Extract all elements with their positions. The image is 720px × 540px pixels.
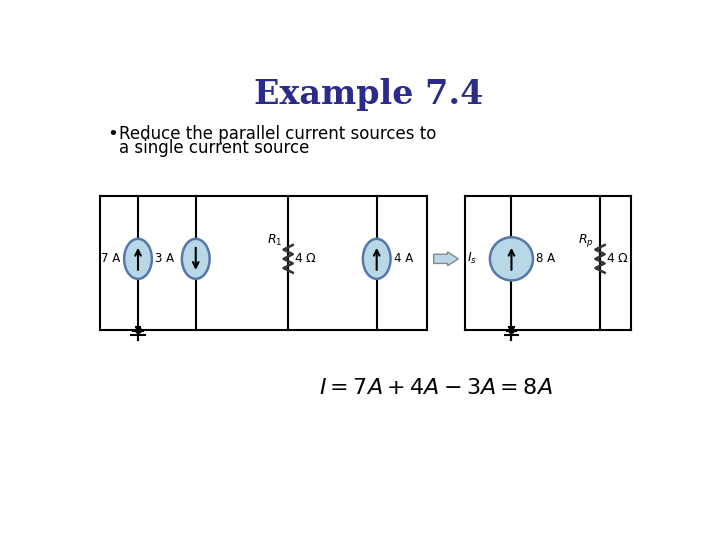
Text: 4 $\Omega$: 4 $\Omega$: [294, 252, 318, 265]
Text: $R_p$: $R_p$: [578, 232, 594, 249]
Text: Example 7.4: Example 7.4: [254, 78, 484, 111]
Text: 7 A: 7 A: [101, 252, 120, 265]
Text: a single current source: a single current source: [119, 139, 309, 157]
Text: 4 A: 4 A: [394, 252, 413, 265]
Text: 4 $\Omega$: 4 $\Omega$: [606, 252, 629, 265]
Ellipse shape: [182, 239, 210, 279]
Text: 8 A: 8 A: [536, 252, 555, 265]
Text: 3 A: 3 A: [155, 252, 174, 265]
Text: $I = 7A + 4A - 3A = 8A$: $I = 7A + 4A - 3A = 8A$: [319, 377, 553, 399]
Circle shape: [490, 237, 533, 280]
Ellipse shape: [124, 239, 152, 279]
Text: $I_s$: $I_s$: [467, 251, 477, 266]
Ellipse shape: [363, 239, 390, 279]
Text: Reduce the parallel current sources to: Reduce the parallel current sources to: [119, 125, 436, 143]
Text: $R_1$: $R_1$: [266, 233, 282, 248]
Text: •: •: [107, 125, 118, 143]
FancyArrow shape: [433, 252, 459, 266]
